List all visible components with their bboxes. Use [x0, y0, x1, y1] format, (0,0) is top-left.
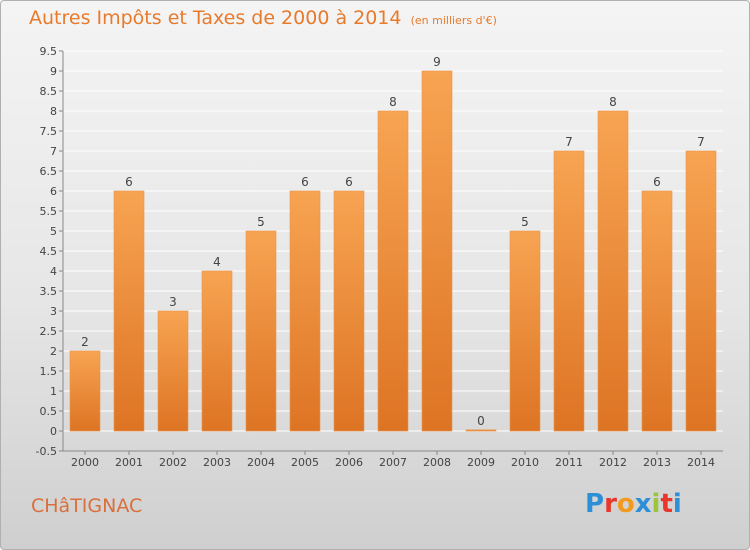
bar: [289, 190, 321, 432]
proxiti-logo: Proxiti: [585, 489, 682, 519]
y-tick-label: 3: [50, 305, 57, 318]
bar: [333, 190, 365, 432]
data-label: 8: [389, 95, 397, 109]
y-tick-label: 4.5: [40, 245, 58, 258]
data-label: 9: [433, 55, 441, 69]
y-tick-label: -0.5: [36, 445, 57, 458]
logo-letter: r: [604, 489, 617, 519]
y-tick-label: 9: [50, 65, 57, 78]
logo-letter: o: [616, 489, 635, 519]
data-label: 6: [125, 175, 133, 189]
bar: [641, 190, 673, 432]
chart-title: Autres Impôts et Taxes de 2000 à 2014 (e…: [29, 7, 497, 29]
bar: [421, 70, 453, 432]
x-tick-label: 2004: [247, 456, 275, 469]
bar: [685, 150, 717, 432]
data-label: 6: [301, 175, 309, 189]
y-tick-label: 2.5: [40, 325, 58, 338]
logo-letter: t: [660, 489, 673, 519]
bar: [377, 110, 409, 432]
y-tick-label: 0.5: [40, 405, 58, 418]
x-tick-label: 2009: [467, 456, 495, 469]
bar: [113, 190, 145, 432]
bar: [69, 350, 101, 432]
y-tick-label: 6: [50, 185, 57, 198]
x-tick-label: 2014: [687, 456, 715, 469]
y-tick-label: 7.5: [40, 125, 58, 138]
logo-letter: P: [585, 489, 605, 519]
data-label: 5: [257, 215, 265, 229]
x-tick-label: 2005: [291, 456, 319, 469]
x-tick-label: 2002: [159, 456, 187, 469]
y-tick-label: 3.5: [40, 285, 58, 298]
x-tick-label: 2011: [555, 456, 583, 469]
bar: [245, 230, 277, 432]
data-label: 0: [477, 414, 485, 428]
x-tick-label: 2006: [335, 456, 363, 469]
y-tick-label: 6.5: [40, 165, 58, 178]
data-label: 6: [345, 175, 353, 189]
data-label: 8: [609, 95, 617, 109]
data-label: 7: [565, 135, 573, 149]
data-label: 4: [213, 255, 221, 269]
bar: [465, 429, 497, 432]
y-tick-label: 7: [50, 145, 57, 158]
x-tick-label: 2010: [511, 456, 539, 469]
x-tick-label: 2013: [643, 456, 671, 469]
place-name: CHâTIGNAC: [31, 495, 143, 517]
bar: [157, 310, 189, 432]
data-label: 6: [653, 175, 661, 189]
bar: [201, 270, 233, 432]
x-tick-label: 2012: [599, 456, 627, 469]
y-tick-label: 1.5: [40, 365, 58, 378]
data-label: 2: [81, 335, 89, 349]
y-tick-label: 0: [50, 425, 57, 438]
y-tick-label: 4: [50, 265, 57, 278]
y-tick-label: 2: [50, 345, 57, 358]
x-tick-label: 2001: [115, 456, 143, 469]
y-tick-label: 8.5: [40, 85, 58, 98]
x-tick-label: 2008: [423, 456, 451, 469]
chart-title-main: Autres Impôts et Taxes de 2000 à 2014: [29, 7, 402, 29]
y-tick-label: 8: [50, 105, 57, 118]
x-tick-label: 2003: [203, 456, 231, 469]
logo-letter: x: [634, 489, 652, 519]
bar: [597, 110, 629, 432]
x-tick-label: 2007: [379, 456, 407, 469]
logo-letter: i: [672, 489, 682, 519]
data-label: 7: [697, 135, 705, 149]
bar: [509, 230, 541, 432]
bar: [553, 150, 585, 432]
logo-letter: i: [651, 489, 661, 519]
y-tick-label: 9.5: [40, 45, 58, 58]
y-tick-label: 5.5: [40, 205, 58, 218]
data-label: 3: [169, 295, 177, 309]
y-tick-label: 1: [50, 385, 57, 398]
x-tick-label: 2000: [71, 456, 99, 469]
chart-title-unit: (en milliers d'€): [410, 14, 497, 27]
data-label: 5: [521, 215, 529, 229]
y-tick-label: 5: [50, 225, 57, 238]
